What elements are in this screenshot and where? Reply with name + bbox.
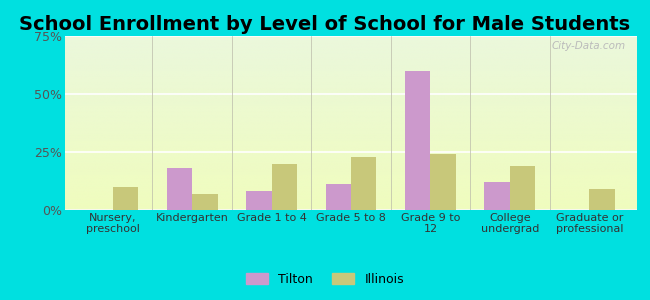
Bar [246,191,272,210]
Bar [326,184,351,210]
Text: City-Data.com: City-Data.com [551,41,625,51]
Bar [351,157,376,210]
Bar [484,182,510,210]
Bar [112,187,138,210]
Bar [192,194,218,210]
Bar [272,164,297,210]
Bar [430,154,456,210]
Bar [590,189,615,210]
Bar [510,166,536,210]
Bar [166,168,192,210]
Bar [405,71,430,210]
Legend: Tilton, Illinois: Tilton, Illinois [241,268,409,291]
Text: School Enrollment by Level of School for Male Students: School Enrollment by Level of School for… [20,15,630,34]
